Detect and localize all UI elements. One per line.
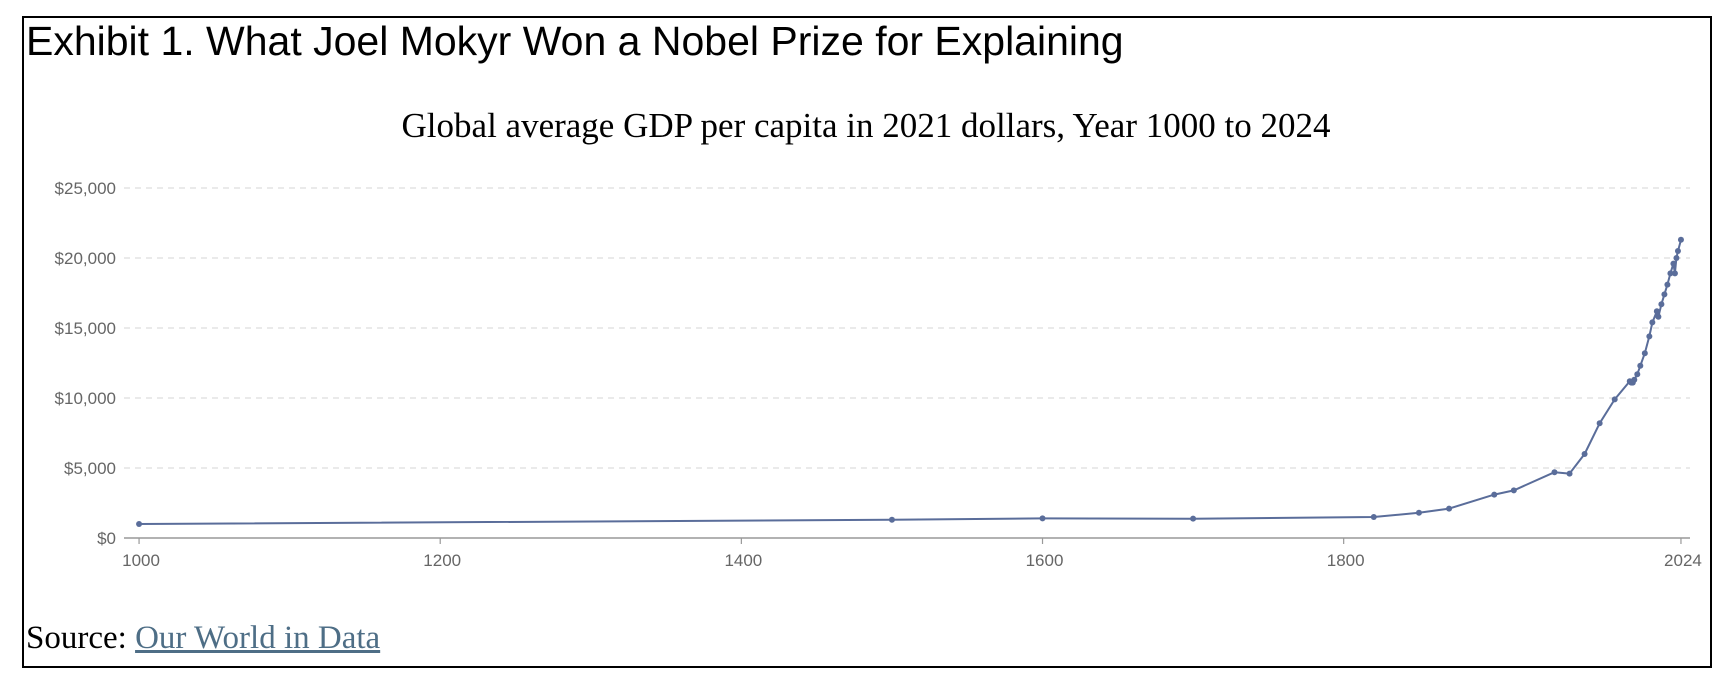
data-point xyxy=(1415,509,1422,516)
gdp-line-chart: $0 $5,000 $10,000 $15,000 $20,000 $25,000 1000… xyxy=(55,179,1702,570)
axes: $0 $5,000 $10,000 $15,000 $20,000 $25,000 1000… xyxy=(55,179,1702,570)
source-line: Source: Our World in Data xyxy=(26,620,380,657)
x-tick-label: 1000 xyxy=(122,551,160,570)
y-tick-label: $15,000 xyxy=(55,319,116,338)
x-tick-label: 1400 xyxy=(724,551,762,570)
data-point xyxy=(1370,514,1377,520)
x-tick-label: 2024 xyxy=(1664,551,1702,570)
exhibit-title: Exhibit 1. What Joel Mokyr Won a Nobel P… xyxy=(26,18,1124,64)
source-prefix: Source: xyxy=(26,620,136,656)
x-tick-label: 1600 xyxy=(1026,551,1064,570)
data-point xyxy=(1510,487,1517,494)
data-point xyxy=(1646,333,1653,340)
data-point xyxy=(1491,491,1498,498)
data-point xyxy=(1649,319,1656,326)
data-point xyxy=(1190,515,1197,522)
data-point xyxy=(1039,515,1046,522)
y-tick-label: $10,000 xyxy=(55,389,116,408)
x-tick-label: 1200 xyxy=(423,551,461,570)
data-point xyxy=(1661,291,1668,298)
data-point xyxy=(136,521,143,527)
data-point xyxy=(1566,470,1573,477)
y-tick-label: $25,000 xyxy=(55,179,116,198)
data-point xyxy=(1677,236,1684,243)
data-point xyxy=(1611,396,1618,403)
data-point xyxy=(1655,313,1662,320)
data-point xyxy=(1664,281,1671,288)
exhibit-frame xyxy=(22,16,1712,668)
data-point xyxy=(1671,270,1678,277)
data-point xyxy=(1670,260,1677,267)
data-point xyxy=(1658,301,1665,308)
grid-lines xyxy=(124,187,1690,469)
data-point xyxy=(1637,362,1644,369)
data-point xyxy=(1596,420,1603,427)
series-line xyxy=(139,239,1682,525)
y-tick-label: $5,000 xyxy=(64,459,116,478)
chart-title: Global average GDP per capita in 2021 do… xyxy=(401,106,1331,145)
data-point xyxy=(1634,371,1641,378)
y-tick-label: $20,000 xyxy=(55,249,116,268)
data-point xyxy=(1551,469,1558,476)
y-tick-label: $0 xyxy=(97,529,116,548)
data-point xyxy=(1653,308,1660,315)
data-point xyxy=(1446,505,1453,512)
x-tick-label: 1800 xyxy=(1327,551,1365,570)
data-point xyxy=(1631,376,1638,383)
data-point xyxy=(1581,451,1588,457)
series-layer xyxy=(136,236,1684,527)
data-point xyxy=(1667,270,1674,277)
data-point xyxy=(1673,255,1680,261)
data-point xyxy=(1674,248,1681,254)
source-link[interactable]: Our World in Data xyxy=(135,620,381,656)
data-point xyxy=(888,516,895,523)
data-point xyxy=(1641,350,1648,357)
